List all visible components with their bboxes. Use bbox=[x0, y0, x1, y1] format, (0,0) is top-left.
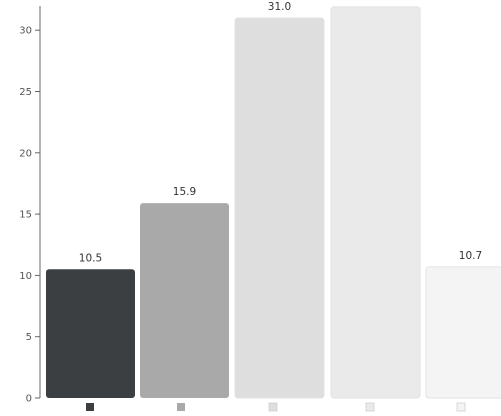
bar-value-label: 10.5 bbox=[79, 252, 102, 264]
bar-value-label: 31.9 bbox=[364, 0, 387, 2]
y-tick-label: 10 bbox=[19, 271, 32, 282]
y-tick-label: 5 bbox=[26, 332, 32, 343]
y-tick-label: 15 bbox=[19, 210, 32, 221]
category-color-marker bbox=[86, 403, 94, 411]
y-axis: 0 5 10 15 20 25 30 bbox=[19, 6, 41, 405]
bar bbox=[46, 269, 135, 398]
bar-value-label: 15.9 bbox=[173, 186, 196, 198]
bar-value-label: 10.7 bbox=[459, 250, 482, 262]
bar bbox=[425, 266, 501, 399]
y-tick-label: 0 bbox=[26, 394, 32, 405]
category-color-marker bbox=[456, 402, 466, 412]
bars bbox=[46, 6, 501, 399]
bar bbox=[140, 203, 229, 398]
y-tick-label: 30 bbox=[19, 26, 32, 37]
y-tick-label: 25 bbox=[19, 87, 32, 98]
category-color-marker bbox=[268, 402, 278, 412]
category-markers bbox=[86, 402, 466, 412]
bar bbox=[330, 6, 421, 399]
value-labels: 10.5 15.9 31.0 31.9 10.7 bbox=[79, 0, 482, 264]
bar-value-label: 31.0 bbox=[268, 1, 291, 13]
category-color-marker bbox=[365, 402, 375, 412]
category-color-marker bbox=[177, 403, 185, 411]
bar bbox=[234, 17, 325, 399]
y-tick-label: 20 bbox=[19, 148, 32, 159]
